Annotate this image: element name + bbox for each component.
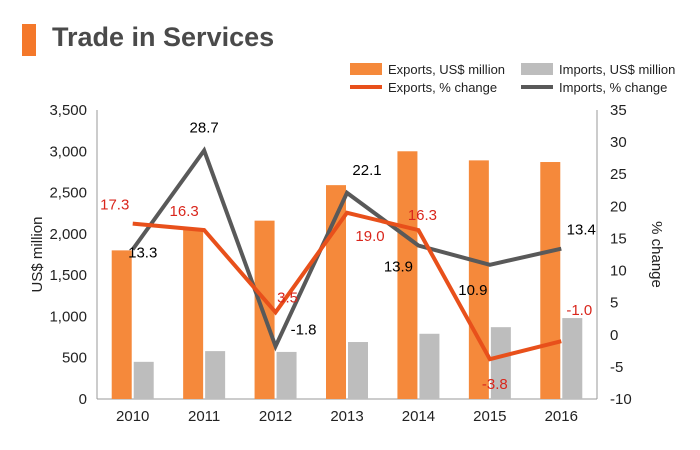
y-tick-label: 1,000 [49, 308, 87, 325]
exports-change-label: 17.3 [100, 197, 129, 214]
imports-bar [348, 342, 368, 399]
exports-bar [540, 162, 561, 399]
x-tick-label: 2011 [188, 408, 220, 425]
y2-tick-label: 30 [610, 134, 627, 151]
y-tick-label: 2,500 [49, 185, 87, 202]
x-tick-label: 2016 [545, 408, 578, 425]
legend-imports-bar-swatch [521, 63, 553, 75]
exports-bar [254, 220, 275, 399]
imports-bar [419, 333, 440, 399]
exports-change-label: 3.5 [277, 289, 298, 306]
y2-tick-label: 35 [610, 102, 627, 119]
imports-bar [562, 318, 583, 399]
x-tick-label: 2012 [259, 408, 292, 425]
y2-tick-label: -10 [610, 391, 632, 408]
y2-tick-label: 0 [610, 327, 618, 344]
y2-tick-label: -5 [610, 359, 623, 376]
y2-tick-label: 15 [610, 230, 627, 247]
chart-title: Trade in Services [52, 22, 275, 52]
exports-change-label: 16.3 [408, 207, 437, 224]
exports-bar [397, 151, 418, 399]
exports-change-label: 16.3 [170, 203, 199, 220]
exports-bar [326, 185, 346, 399]
y-tick-label: 1,500 [49, 267, 87, 284]
exports-bar [183, 229, 204, 399]
x-tick-label: 2010 [116, 408, 149, 425]
y2-axis-title: % change [648, 221, 665, 288]
y2-tick-label: 20 [610, 198, 627, 215]
y-tick-label: 500 [62, 350, 87, 367]
title-accent-bar [22, 24, 36, 56]
y2-tick-label: 10 [610, 263, 627, 280]
imports-bar [276, 351, 297, 399]
imports-change-label: 13.9 [384, 259, 413, 276]
y-axis-title: US$ million [29, 217, 46, 293]
exports-change-label: -1.0 [566, 302, 592, 319]
imports-bar [133, 361, 154, 399]
x-tick-label: 2013 [330, 408, 363, 425]
exports-bar [468, 160, 489, 399]
y2-tick-label: 5 [610, 295, 618, 312]
imports-change-label: 22.1 [352, 162, 381, 179]
y-tick-label: 0 [79, 391, 87, 408]
y-tick-label: 3,000 [49, 143, 87, 160]
exports-change-line [132, 210, 562, 362]
y-tick-label: 3,500 [49, 102, 87, 119]
imports-change-label: -1.8 [291, 321, 317, 338]
imports-change-label: 13.4 [567, 222, 596, 239]
x-tick-label: 2015 [473, 408, 506, 425]
imports-bar [490, 327, 511, 399]
exports-change-label: 19.0 [355, 228, 384, 245]
legend-imports-bar-label: Imports, US$ million [559, 62, 675, 77]
y-tick-label: 2,000 [49, 226, 87, 243]
legend-exports-bar-swatch [350, 63, 382, 75]
exports-change-label: -3.8 [482, 376, 508, 393]
x-tick-label: 2014 [402, 408, 435, 425]
legend-imports-line-label: Imports, % change [559, 80, 667, 95]
legend-exports-line-label: Exports, % change [388, 80, 497, 95]
imports-change-line [131, 146, 562, 352]
imports-bar [205, 351, 226, 399]
exports-bar [111, 250, 132, 399]
legend-exports-bar-label: Exports, US$ million [388, 62, 505, 77]
imports-change-label: 13.3 [128, 244, 157, 261]
imports-change-label: 10.9 [458, 282, 487, 299]
y2-tick-label: 25 [610, 166, 627, 183]
imports-change-label: 28.7 [190, 119, 219, 136]
